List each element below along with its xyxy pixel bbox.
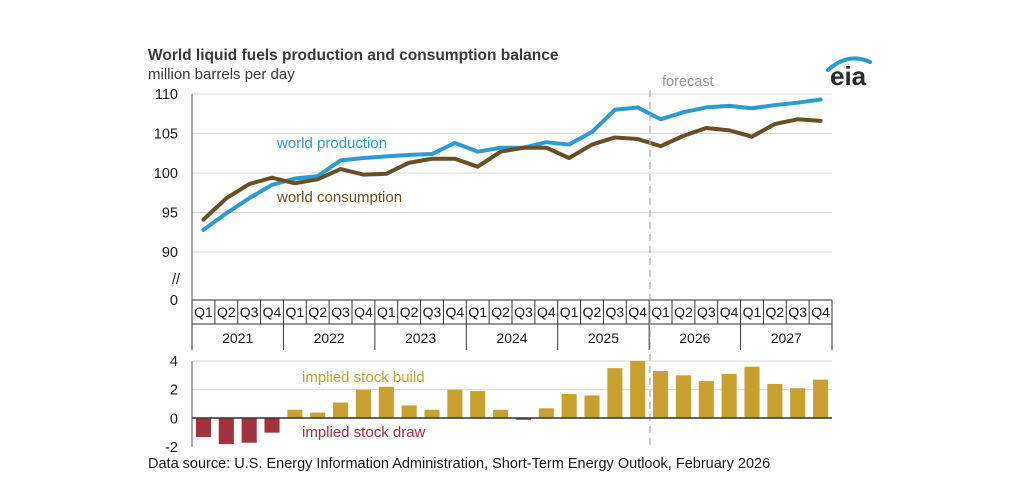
quarter-label: Q4 <box>628 304 647 320</box>
quarter-label: Q3 <box>423 304 442 320</box>
lower-y-tick-label: -2 <box>165 440 178 456</box>
quarter-label: Q2 <box>491 304 510 320</box>
stock-build-bar <box>493 409 509 419</box>
consumption-series-label: world consumption <box>276 189 402 206</box>
quarter-label: Q2 <box>583 304 602 320</box>
stock-build-bar <box>767 383 783 419</box>
year-label: 2026 <box>679 330 710 346</box>
year-label: 2027 <box>771 330 802 346</box>
stock-build-bar <box>675 375 691 419</box>
quarter-label: Q1 <box>743 304 762 320</box>
year-label: 2023 <box>405 330 436 346</box>
eia-logo-swoosh <box>826 56 872 72</box>
stock-build-bar <box>721 373 737 419</box>
quarter-label: Q1 <box>560 304 579 320</box>
quarter-label: Q4 <box>263 304 282 320</box>
y-axis-unit-label: million barrels per day <box>148 66 295 83</box>
stock-build-bar <box>447 389 463 419</box>
eia-logo: eia <box>826 56 872 91</box>
stock-build-bar <box>813 379 829 419</box>
series-lines <box>201 97 823 232</box>
chart-title: World liquid fuels production and consum… <box>148 47 559 64</box>
quarter-label: Q4 <box>537 304 556 320</box>
year-label: 2021 <box>222 330 253 346</box>
stock-build-bar <box>333 402 349 419</box>
lower-y-tick-label: 2 <box>170 383 178 399</box>
stock-build-bar <box>470 391 486 419</box>
stock-build-bar <box>401 405 417 419</box>
stock-build-bar <box>378 386 394 419</box>
lower-y-tick-labels: 4 2 0 -2 <box>165 354 178 456</box>
stock-change-bars <box>195 361 829 445</box>
forecast-label: forecast <box>662 74 714 90</box>
quarter-label: Q3 <box>331 304 350 320</box>
quarter-labels: Q1 Q2 Q3 Q4 Q1 Q2 Q3 Q4 Q1 Q2 Q3 Q4 Q1 Q2 Q3 Q4 Q1 Q2 Q3 Q4… <box>194 304 830 320</box>
quarter-label: Q1 <box>194 304 213 320</box>
quarter-label: Q1 <box>286 304 305 320</box>
stock-draw-bar <box>241 418 257 443</box>
stock-build-bar <box>287 409 303 419</box>
upper-y-tick-label: 100 <box>154 166 178 182</box>
stock-build-bar <box>744 366 760 419</box>
quarter-label: Q4 <box>811 304 830 320</box>
year-label: 2025 <box>588 330 619 346</box>
lower-y-tick-label: 0 <box>170 411 178 427</box>
quarter-label: Q2 <box>766 304 785 320</box>
upper-y-tick-label: 95 <box>162 206 178 222</box>
stock-draw-label: implied stock draw <box>302 424 426 441</box>
quarter-label: Q3 <box>240 304 259 320</box>
quarter-label: Q4 <box>720 304 739 320</box>
year-label: 2024 <box>496 330 527 346</box>
quarter-label: Q3 <box>788 304 807 320</box>
production-series-label: world production <box>276 135 387 152</box>
lower-y-tick-label: 4 <box>170 354 178 370</box>
stock-draw-bar <box>218 418 234 445</box>
quarter-label: Q2 <box>400 304 419 320</box>
quarter-label: Q4 <box>354 304 373 320</box>
upper-y-tick-label: 90 <box>162 245 178 261</box>
series-line-consumption <box>201 117 823 222</box>
stock-build-bar <box>790 388 806 419</box>
stock-draw-bar <box>195 418 211 437</box>
quarter-label: Q1 <box>651 304 670 320</box>
stock-build-bar <box>538 408 554 419</box>
stock-build-bar <box>584 395 600 419</box>
quarter-label: Q2 <box>674 304 693 320</box>
stock-build-bar <box>561 393 577 419</box>
quarter-label: Q4 <box>446 304 465 320</box>
quarter-label: Q2 <box>217 304 236 320</box>
stock-build-bar <box>607 368 623 419</box>
stock-build-label: implied stock build <box>302 369 425 386</box>
quarter-label: Q3 <box>697 304 716 320</box>
quarter-label: Q1 <box>377 304 396 320</box>
series-line-production <box>201 97 823 232</box>
upper-y-tick-label: 110 <box>155 87 178 103</box>
stock-draw-bar <box>515 418 531 420</box>
upper-y-tick-labels: 110 105 100 95 90 0 <box>154 87 178 309</box>
upper-y-tick-label: 0 <box>170 293 178 309</box>
stock-draw-bar <box>264 418 280 433</box>
axis-break-mark: // <box>172 272 181 288</box>
eia-logo-text: eia <box>830 61 867 91</box>
stock-build-bar <box>355 389 371 419</box>
data-source-note: Data source: U.S. Energy Information Adm… <box>148 456 770 472</box>
stock-build-bar <box>630 361 646 419</box>
quarter-label: Q1 <box>468 304 487 320</box>
upper-y-tick-label: 105 <box>154 127 178 143</box>
quarter-label: Q3 <box>606 304 625 320</box>
stock-build-bar <box>698 381 714 419</box>
upper-gridlines <box>192 93 832 253</box>
quarter-label: Q2 <box>308 304 327 320</box>
stock-build-bar <box>653 371 669 419</box>
year-label: 2022 <box>314 330 345 346</box>
year-labels: 2021 2022 2023 2024 2025 2026 2027 <box>222 330 802 346</box>
stock-build-bar <box>424 409 440 419</box>
quarter-label: Q3 <box>514 304 533 320</box>
stock-build-bar <box>310 412 326 419</box>
category-axis-table <box>191 300 833 350</box>
